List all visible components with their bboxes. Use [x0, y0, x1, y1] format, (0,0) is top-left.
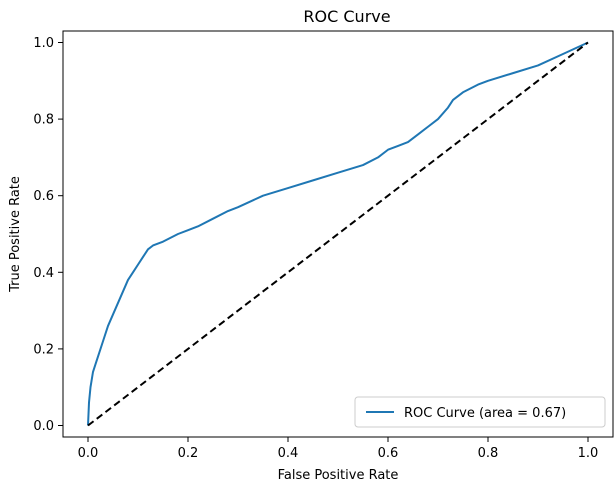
chance-diagonal-line — [87, 41, 589, 427]
x-axis-ticks: 0.0 0.2 0.4 0.6 0.8 1.0 — [78, 437, 599, 461]
x-tick-label: 0.0 — [78, 446, 99, 461]
x-tick-label: 0.2 — [178, 446, 199, 461]
y-axis-label: True Positive Rate — [8, 176, 23, 293]
y-tick-label: 0.2 — [33, 342, 54, 357]
y-tick-label: 0.0 — [33, 419, 54, 434]
plot-frame — [62, 30, 614, 438]
legend: ROC Curve (area = 0.67) — [354, 396, 606, 428]
roc-curve-line — [87, 41, 589, 426]
x-tick-label: 0.8 — [478, 446, 499, 461]
y-tick-label: 1.0 — [33, 36, 54, 51]
y-axis-ticks: 0.0 0.2 0.4 0.6 0.8 1.0 — [33, 36, 63, 434]
y-tick-label: 0.4 — [33, 266, 54, 281]
x-tick-label: 0.4 — [278, 446, 299, 461]
legend-box — [354, 396, 606, 428]
legend-label: ROC Curve (area = 0.67) — [404, 406, 566, 421]
chart-title: ROC Curve — [303, 7, 390, 26]
x-tick-label: 0.6 — [378, 446, 399, 461]
series-layer — [87, 41, 589, 427]
y-tick-label: 0.6 — [33, 189, 54, 204]
x-axis-label: False Positive Rate — [278, 468, 399, 483]
y-tick-label: 0.8 — [33, 113, 54, 128]
x-tick-label: 1.0 — [578, 446, 599, 461]
plot-area: 0.0 0.2 0.4 0.6 0.8 1.0 0.0 0.2 0.4 0.6 0.8 1.0 — [33, 30, 614, 461]
